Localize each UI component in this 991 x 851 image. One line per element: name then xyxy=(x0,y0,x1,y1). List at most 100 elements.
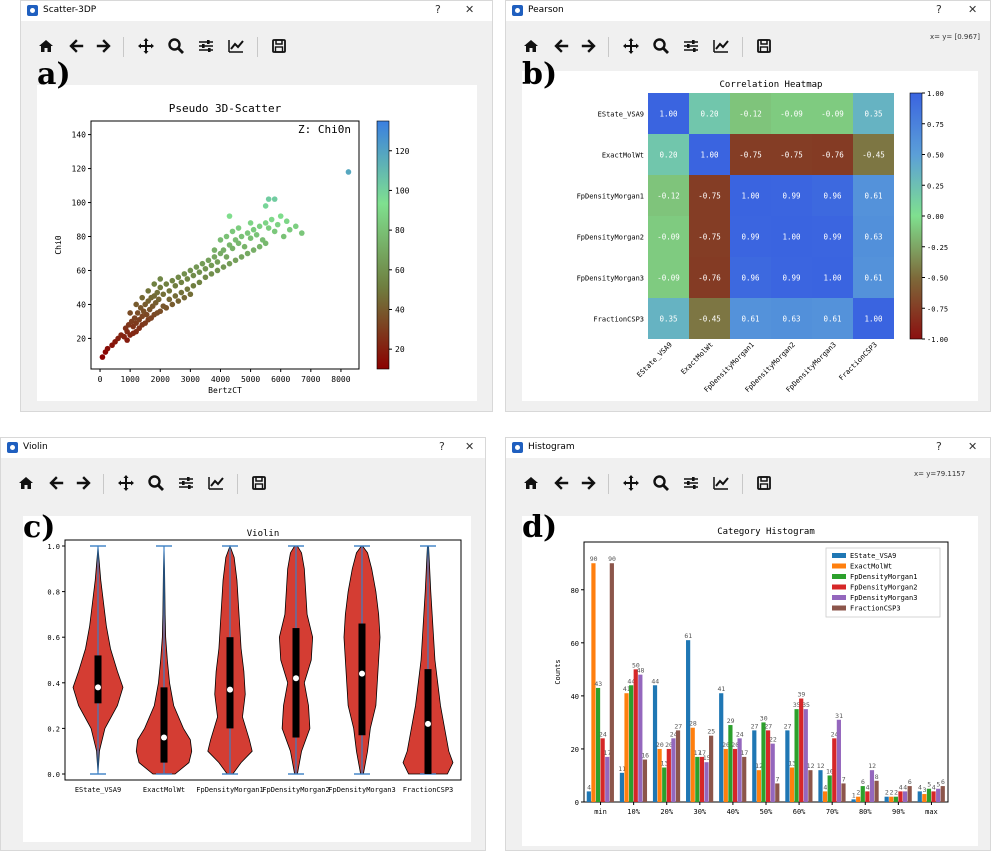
back-button[interactable] xyxy=(65,35,87,57)
cell-value: -0.75 xyxy=(698,192,721,201)
scatter-point xyxy=(226,260,233,267)
x-tick-label: 4000 xyxy=(211,375,230,384)
bar-value-label: 12 xyxy=(755,762,763,770)
plot-canvas[interactable]: Pseudo 3D-Scatter 0 1000 2000 3000 4000 5000 60… xyxy=(37,85,477,401)
heatmap-cell xyxy=(812,298,853,339)
home-button[interactable] xyxy=(15,472,37,494)
y-tick-label: 80 xyxy=(76,233,86,242)
plot-canvas[interactable]: Category Histogram 4 11 44 61 41 27 27 12 1 2 4 90 41… xyxy=(522,516,978,846)
pan-button[interactable] xyxy=(620,35,642,57)
save-button[interactable] xyxy=(248,472,270,494)
y-tick-label: ExactMolWt xyxy=(602,152,644,160)
bar-value-label: 61 xyxy=(684,632,692,640)
scatter-point xyxy=(187,267,194,274)
histogram-bar xyxy=(662,767,667,802)
histogram-bar xyxy=(931,791,936,802)
configure-button[interactable] xyxy=(680,35,702,57)
y-tick-label: 20 xyxy=(76,334,86,343)
heatmap-cell xyxy=(771,216,812,257)
forward-button[interactable] xyxy=(578,472,600,494)
y-tick-label: 1.0 xyxy=(47,543,60,551)
scatter-chart: Pseudo 3D-Scatter 0 1000 2000 3000 4000 5000 60… xyxy=(54,102,410,395)
heatmap-cell xyxy=(730,216,771,257)
heatmap-cell xyxy=(689,257,730,298)
y-tick-label: FpDensityMorgan1 xyxy=(577,193,644,201)
title-bar: Histogram ? ✕ xyxy=(506,438,990,458)
legend-label: FpDensityMorgan2 xyxy=(850,584,917,592)
zoom-button[interactable] xyxy=(650,472,672,494)
back-button[interactable] xyxy=(550,35,572,57)
cell-value: 1.00 xyxy=(700,151,719,160)
pan-button[interactable] xyxy=(620,472,642,494)
bar-value-label: 12 xyxy=(868,762,876,770)
edit-curve-button[interactable] xyxy=(205,472,227,494)
close-button[interactable]: ✕ xyxy=(465,440,475,453)
colorbar-tick-label: -0.25 xyxy=(927,244,948,252)
bar-value-label: 16 xyxy=(641,752,649,760)
heatmap-cell xyxy=(771,93,812,134)
configure-button[interactable] xyxy=(175,472,197,494)
cell-value: 0.35 xyxy=(864,110,882,119)
close-button[interactable]: ✕ xyxy=(968,440,978,453)
scatter-point xyxy=(241,243,248,250)
pan-button[interactable] xyxy=(135,35,157,57)
home-button[interactable] xyxy=(35,35,57,57)
forward-button[interactable] xyxy=(73,472,95,494)
home-button[interactable] xyxy=(520,35,542,57)
back-button[interactable] xyxy=(550,472,572,494)
configure-button[interactable] xyxy=(195,35,217,57)
violin-iqr-box xyxy=(160,687,168,763)
heatmap-cell xyxy=(689,298,730,339)
heatmap-chart: Correlation Heatmap 1.00 0.20 -0.12 -0.09 -0.… xyxy=(577,80,949,394)
back-button[interactable] xyxy=(45,472,67,494)
forward-button[interactable] xyxy=(93,35,115,57)
help-button[interactable]: ? xyxy=(439,440,445,453)
zoom-button[interactable] xyxy=(145,472,167,494)
scatter-point xyxy=(99,354,106,360)
edit-curve-button[interactable] xyxy=(710,472,732,494)
configure-icon xyxy=(179,477,193,489)
y-tick-label: EState_VSA9 xyxy=(598,111,644,119)
home-button[interactable] xyxy=(520,472,542,494)
scatter-point xyxy=(145,288,152,294)
plot-canvas[interactable]: Correlation Heatmap 1.00 0.20 -0.12 -0.09 -0.… xyxy=(522,71,978,401)
zoom-button[interactable] xyxy=(650,35,672,57)
heatmap-cell xyxy=(730,175,771,216)
configure-button[interactable] xyxy=(680,472,702,494)
close-button[interactable]: ✕ xyxy=(968,3,978,16)
plot-canvas[interactable]: Violin EState_VSA9 ExactMolWt FpDensityMorg… xyxy=(23,516,471,842)
bar-value-label: 24 xyxy=(670,730,678,738)
histogram-bar xyxy=(704,762,709,802)
toolbar-separator xyxy=(123,37,124,57)
save-button[interactable] xyxy=(753,35,775,57)
help-button[interactable]: ? xyxy=(936,3,942,16)
y-tick-label: 100 xyxy=(72,199,87,208)
scatter-point xyxy=(229,245,236,252)
help-button[interactable]: ? xyxy=(435,3,441,16)
save-button[interactable] xyxy=(268,35,290,57)
chart-title: Violin xyxy=(247,529,280,539)
bar-value-label: 20 xyxy=(656,741,664,749)
save-button[interactable] xyxy=(753,472,775,494)
forward-icon xyxy=(96,39,111,53)
bar-value-label: 50 xyxy=(632,661,640,669)
toolbar-separator xyxy=(742,37,743,57)
help-button[interactable]: ? xyxy=(936,440,942,453)
bar-value-label: 4 xyxy=(918,783,922,791)
bar-value-label: 39 xyxy=(797,691,805,699)
zoom-button[interactable] xyxy=(165,35,187,57)
forward-button[interactable] xyxy=(578,35,600,57)
pan-button[interactable] xyxy=(115,472,137,494)
toolbar-separator xyxy=(257,37,258,57)
cell-value: 0.20 xyxy=(700,110,719,119)
histogram-bar xyxy=(690,727,695,802)
edit-curve-icon xyxy=(713,477,729,490)
title-bar: Violin ? ✕ xyxy=(1,438,485,458)
edit-curve-button[interactable] xyxy=(225,35,247,57)
scatter-point xyxy=(217,237,224,243)
pan-icon xyxy=(623,38,639,54)
edit-curve-button[interactable] xyxy=(710,35,732,57)
histogram-bar xyxy=(822,791,828,802)
close-button[interactable]: ✕ xyxy=(465,3,475,16)
y-tick-label: 0.6 xyxy=(47,634,60,642)
